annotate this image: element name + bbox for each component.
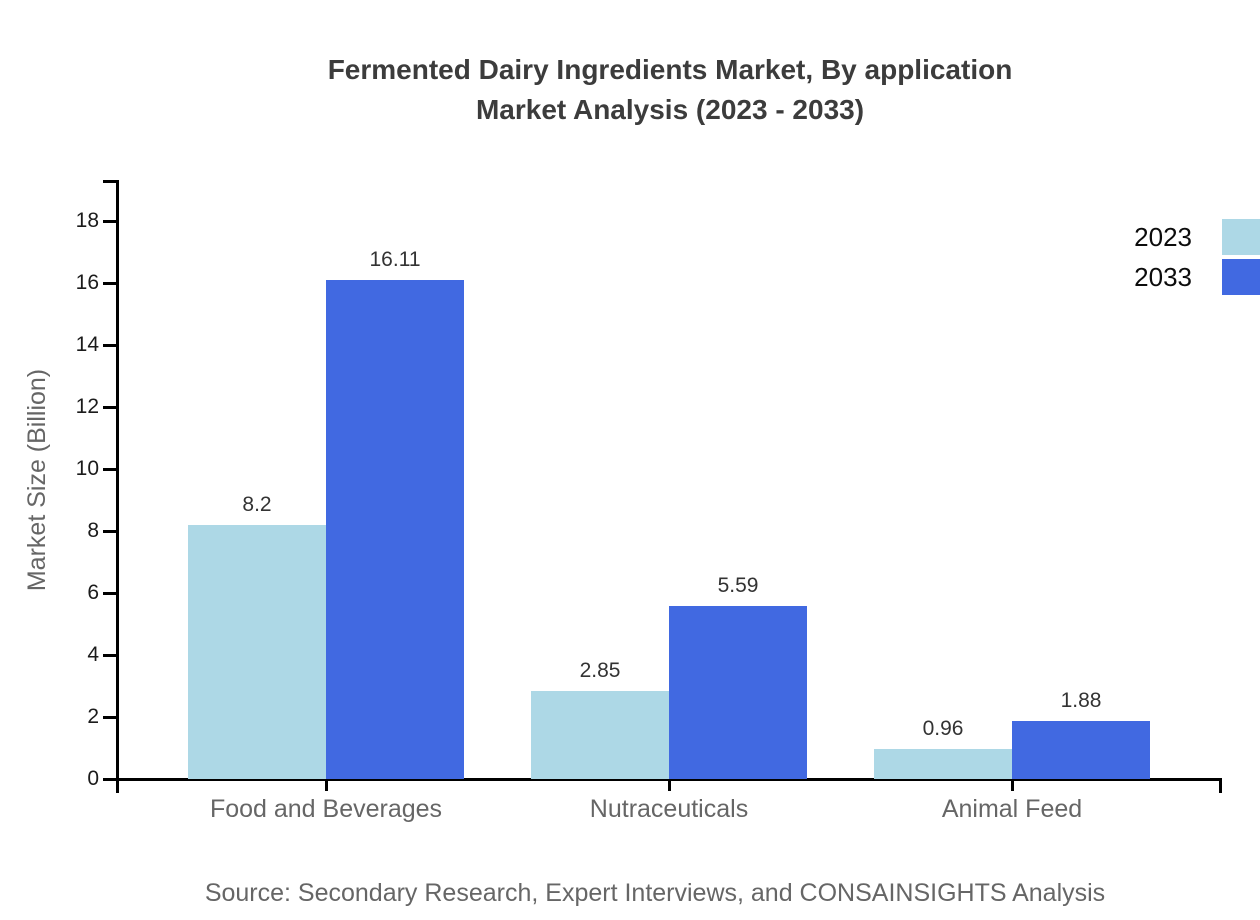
value-label-2023-nutraceuticals: 2.85 bbox=[579, 659, 621, 682]
value-label-2023-animal-feed: 0.96 bbox=[922, 717, 964, 740]
bar-2033-food-and-beverages bbox=[326, 280, 464, 779]
chart-title-line2: Market Analysis (2023 - 2033) bbox=[475, 94, 865, 125]
bar-2023-animal-feed bbox=[874, 749, 1012, 779]
x-axis-end-cap bbox=[1219, 778, 1222, 793]
y-tick-label: 16 bbox=[75, 271, 99, 294]
y-tick bbox=[103, 468, 117, 471]
legend-item-2023: 2023 bbox=[1134, 219, 1260, 255]
y-tick bbox=[103, 406, 117, 409]
y-tick bbox=[103, 716, 117, 719]
x-tick bbox=[1011, 781, 1014, 791]
bar-2023-nutraceuticals bbox=[531, 691, 669, 779]
legend: 2023 2033 bbox=[1134, 219, 1260, 299]
chart-title-line1: Fermented Dairy Ingredients Market, By a… bbox=[327, 54, 1013, 85]
y-tick-label: 12 bbox=[75, 395, 99, 418]
value-label-2033-food-and-beverages: 16.11 bbox=[369, 248, 421, 271]
legend-item-2033: 2033 bbox=[1134, 259, 1260, 295]
y-tick-label: 18 bbox=[75, 209, 99, 232]
y-tick-label: 6 bbox=[87, 581, 99, 604]
value-label-2033-nutraceuticals: 5.59 bbox=[717, 574, 759, 597]
legend-label-2033: 2033 bbox=[1134, 262, 1192, 292]
chart-title: Fermented Dairy Ingredients Market, By a… bbox=[118, 50, 1222, 130]
y-tick bbox=[103, 654, 117, 657]
y-tick bbox=[103, 530, 117, 533]
legend-label-2023: 2023 bbox=[1134, 222, 1192, 252]
x-category-label: Food and Beverages bbox=[209, 795, 443, 823]
y-tick bbox=[103, 220, 117, 223]
legend-swatch-2033 bbox=[1222, 259, 1260, 295]
x-tick bbox=[325, 781, 328, 791]
y-tick bbox=[103, 592, 117, 595]
y-tick bbox=[103, 344, 117, 347]
value-label-2023-food-and-beverages: 8.2 bbox=[242, 493, 272, 516]
y-axis-line bbox=[116, 180, 119, 793]
bar-2033-animal-feed bbox=[1012, 721, 1150, 779]
y-tick-label: 2 bbox=[87, 705, 99, 728]
x-tick bbox=[668, 781, 671, 791]
y-tick-label: 8 bbox=[87, 519, 99, 542]
y-tick-label: 4 bbox=[87, 643, 99, 666]
y-axis-top-cap bbox=[103, 180, 119, 183]
bar-2033-nutraceuticals bbox=[669, 606, 807, 779]
y-tick-label: 14 bbox=[75, 333, 99, 356]
x-axis-line bbox=[116, 778, 1222, 781]
y-tick bbox=[103, 778, 117, 781]
value-label-2033-animal-feed: 1.88 bbox=[1060, 689, 1102, 712]
legend-swatch-2023 bbox=[1222, 219, 1260, 255]
bar-2023-food-and-beverages bbox=[188, 525, 326, 779]
source-note: Source: Secondary Research, Expert Inter… bbox=[204, 879, 1106, 907]
y-tick bbox=[103, 282, 117, 285]
y-tick-label: 0 bbox=[87, 767, 99, 790]
y-tick-label: 10 bbox=[75, 457, 99, 480]
x-category-label: Animal Feed bbox=[941, 795, 1083, 823]
x-category-label: Nutraceuticals bbox=[589, 795, 749, 823]
